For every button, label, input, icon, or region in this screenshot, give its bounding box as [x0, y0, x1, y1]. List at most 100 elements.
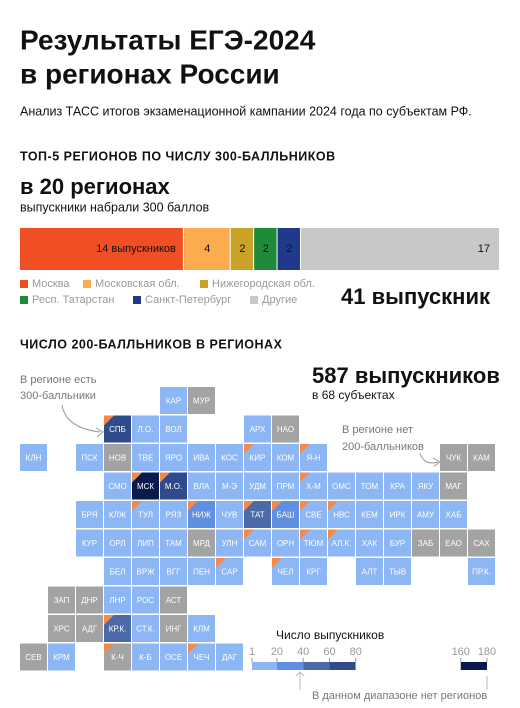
region-tile — [216, 643, 243, 671]
bar-segment — [300, 228, 499, 270]
legend-bin — [252, 662, 277, 670]
region-tile — [244, 415, 271, 443]
region-tile — [132, 615, 159, 642]
region-tile — [468, 529, 495, 557]
region-tile — [20, 643, 47, 671]
top-marker — [160, 472, 170, 483]
region-label: ДНР — [81, 596, 98, 605]
region-tile — [188, 615, 215, 642]
region-label: СЕВ — [25, 653, 41, 662]
bar-segment — [230, 228, 254, 270]
region-tile — [440, 472, 467, 500]
region-tile — [160, 615, 187, 642]
region-label: ХРС — [53, 625, 70, 634]
top-marker — [216, 558, 226, 568]
region-label: ЧУВ — [222, 511, 238, 520]
region-label: БУР — [390, 539, 405, 548]
top-marker — [272, 558, 282, 568]
region-label: ЗАП — [54, 596, 70, 605]
legend-title: Число выпускников — [276, 628, 384, 642]
region-tile — [244, 472, 271, 500]
legend-label: Нижегородская обл. — [212, 278, 315, 290]
region-tile — [188, 558, 215, 585]
region-label: МАГ — [445, 482, 462, 491]
headline: 587 выпускников — [312, 363, 500, 388]
value-label: 2 — [286, 243, 292, 255]
region-tile — [384, 472, 411, 500]
region-tile — [216, 529, 243, 557]
region-label: КЛН — [26, 454, 42, 463]
bar-segment — [183, 228, 230, 270]
region-label: ОРН — [277, 539, 295, 548]
region-tile — [272, 415, 299, 443]
subtitle: Анализ ТАСС итогов экзаменационной кампа… — [20, 104, 472, 118]
annotation: 200-балльников — [342, 441, 424, 453]
legend-bin — [329, 662, 356, 670]
region-label: КАР — [166, 397, 181, 406]
region-label: КРМ — [53, 653, 70, 662]
region-tile — [160, 643, 187, 671]
region-tile — [216, 472, 243, 500]
top-marker — [272, 501, 282, 511]
total-label: 41 выпускник — [341, 284, 491, 309]
region-label: К-Ч — [111, 653, 124, 662]
region-label: КРГ — [306, 568, 321, 577]
legend-note: В данном диапазоне нет регионов — [312, 690, 487, 702]
region-tile — [160, 415, 187, 443]
region-label: МУР — [193, 397, 210, 406]
region-label: ЯРО — [165, 454, 182, 463]
region-label: РОС — [137, 596, 154, 605]
legend-swatch — [200, 280, 208, 288]
region-tile — [468, 444, 495, 471]
region-label: КАМ — [473, 454, 490, 463]
legend-tick-label: 80 — [350, 646, 362, 658]
region-tile — [132, 529, 159, 557]
region-label: АСТ — [166, 596, 182, 605]
top-marker — [300, 444, 310, 454]
region-tile — [48, 586, 75, 614]
legend-label: Другие — [262, 294, 297, 306]
region-label: ХАБ — [446, 511, 462, 520]
annotation: 300-балльники — [20, 390, 96, 402]
region-tile — [328, 472, 355, 500]
region-label: М.О. — [165, 482, 182, 491]
region-tile — [440, 501, 467, 528]
legend-label: Респ. Татарстан — [32, 294, 114, 306]
region-tile — [160, 586, 187, 614]
region-tile — [160, 501, 187, 528]
region-tile — [468, 558, 495, 585]
region-label: ПСК — [81, 454, 98, 463]
region-tile — [132, 558, 159, 585]
annotation: В регионе есть — [20, 374, 97, 386]
legend-tick-label: 1 — [249, 646, 255, 658]
region-label: ПР.К. — [472, 568, 491, 577]
region-label: МСК — [137, 482, 154, 491]
region-label: ОСЕ — [165, 653, 182, 662]
annotation-arrow — [61, 404, 101, 433]
top-marker — [104, 415, 114, 426]
region-tile — [76, 444, 103, 471]
legend-swatch — [133, 296, 141, 304]
region-label: ПРМ — [277, 482, 295, 491]
region-label: СМО — [108, 482, 127, 491]
region-label: К-Б — [139, 653, 152, 662]
region-label: ЧЕЧ — [194, 653, 210, 662]
bar-segment — [254, 228, 277, 270]
region-tile — [48, 643, 75, 671]
region-label: ВОЛ — [165, 425, 181, 434]
region-tile — [76, 501, 103, 528]
region-label: АДГ — [82, 625, 98, 634]
top-marker — [188, 501, 198, 511]
value-label: 2 — [263, 243, 269, 255]
region-label: ИРК — [390, 511, 406, 520]
region-tile — [104, 444, 131, 471]
region-tile — [412, 501, 439, 528]
region-label: ВГГ — [167, 568, 182, 577]
top-marker — [104, 615, 114, 625]
region-label: Л.О. — [138, 425, 154, 434]
region-tile — [356, 558, 383, 585]
region-label: ПЕН — [193, 568, 210, 577]
top-marker — [188, 643, 198, 654]
region-tile — [104, 558, 131, 585]
